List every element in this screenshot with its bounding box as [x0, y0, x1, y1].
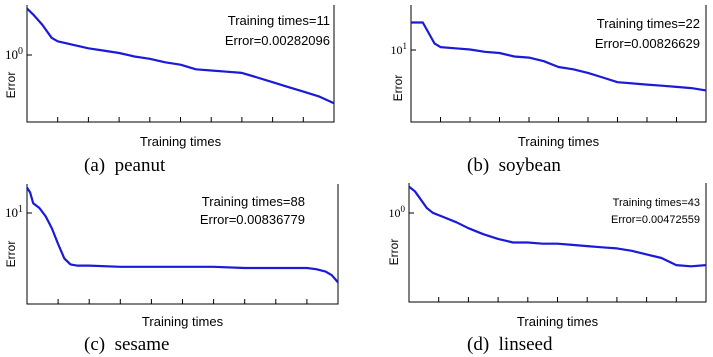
panel-caption: (c) sesame	[84, 334, 169, 355]
annotation-training-times: Training times=11	[228, 13, 330, 28]
annotation-training-times: Training times=88	[202, 194, 305, 209]
annotation-error: Error=0.00282096	[225, 33, 330, 48]
panel-caption: (a) peanut	[84, 155, 166, 176]
annotation-error: Error=0.00826629	[595, 36, 700, 51]
y-axis-label: Error	[387, 239, 401, 266]
panel-caption: (d) linseed	[467, 334, 553, 355]
panel-caption: (b) soybean	[467, 155, 561, 176]
x-axis-label: Training times	[140, 134, 222, 149]
x-axis-label: Training times	[518, 134, 600, 149]
y-tick-label: 100	[5, 46, 23, 62]
y-axis-label: Error	[4, 72, 18, 99]
annotation-training-times: Training times=22	[597, 16, 700, 31]
annotation-training-times: Training times=43	[613, 197, 700, 209]
chart-panel-2: 101 Training times=22 Error=0.00826629 Trai…	[391, 5, 707, 176]
error-curve	[408, 185, 707, 268]
chart-panel-3: 101 Training times=88 Error=0.00836779 Trai…	[4, 184, 339, 355]
error-curve	[26, 7, 335, 105]
error-curve	[411, 21, 707, 92]
chart-panel-4: 100 Training times=43 Error=0.00472559 Trai…	[387, 183, 707, 355]
y-tick-label: 100	[389, 204, 406, 220]
annotation-error: Error=0.00472559	[611, 214, 700, 226]
y-axis-label: Error	[4, 241, 18, 268]
y-axis-label: Error	[391, 75, 405, 102]
error-curve	[26, 187, 339, 284]
x-axis-label: Training times	[142, 314, 224, 329]
x-axis-label: Training times	[517, 314, 599, 329]
y-tick-label: 101	[5, 204, 23, 220]
y-tick-label: 101	[391, 41, 408, 57]
annotation-error: Error=0.00836779	[200, 212, 305, 227]
chart-panel-1: 100 Training times=11 Error=0.00282096 Trai…	[4, 5, 335, 176]
